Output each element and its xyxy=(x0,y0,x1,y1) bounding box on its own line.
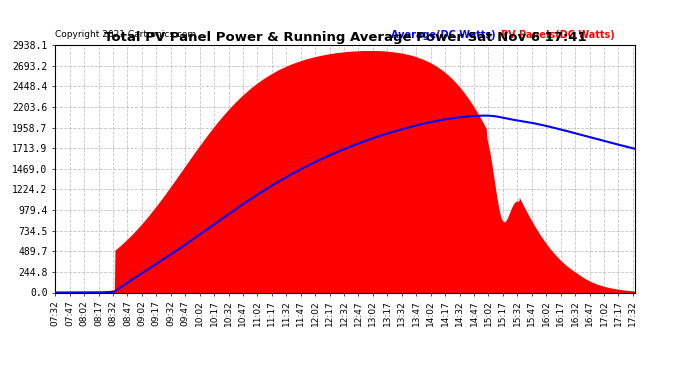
Text: Average(DC Watts): Average(DC Watts) xyxy=(391,30,496,40)
Title: Total PV Panel Power & Running Average Power Sat Nov 6 17:41: Total PV Panel Power & Running Average P… xyxy=(104,31,586,44)
Text: Copyright 2021 Cartronics.com: Copyright 2021 Cartronics.com xyxy=(55,30,197,39)
Text: PV Panels(DC Watts): PV Panels(DC Watts) xyxy=(502,30,615,40)
